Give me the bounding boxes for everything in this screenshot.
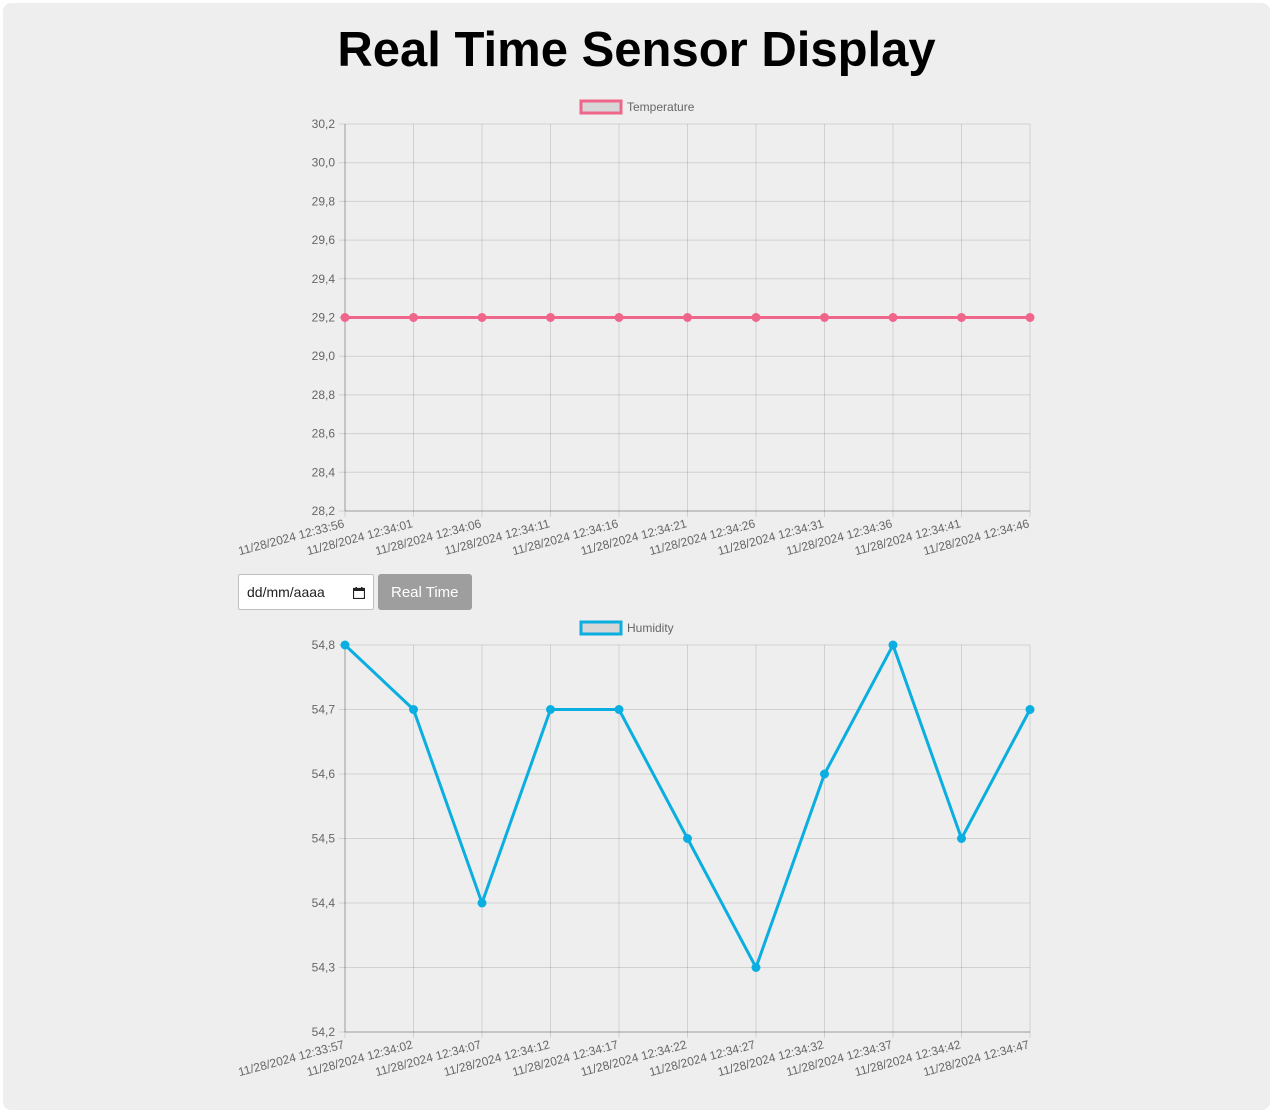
page-panel xyxy=(3,3,1270,1110)
humidity-legend-swatch xyxy=(579,620,623,636)
humidity-data-point[interactable] xyxy=(340,640,350,650)
humidity-data-point[interactable] xyxy=(957,834,966,843)
temperature-chart: Temperature 30,2 30,0 29,8 29,6 29,4 29,2 29,0 2… xyxy=(237,99,1035,558)
temperature-y-tick-label: 29,4 xyxy=(312,272,336,286)
temperature-data-point[interactable] xyxy=(683,313,692,322)
temperature-y-tick-label: 29,6 xyxy=(312,233,336,247)
temperature-y-tick-label: 29,2 xyxy=(312,311,336,325)
temperature-y-tick-label: 30,0 xyxy=(312,156,336,170)
page-title: Real Time Sensor Display xyxy=(337,23,936,77)
temperature-data-point[interactable] xyxy=(477,313,487,322)
humidity-y-tick-label: 54,7 xyxy=(312,703,336,717)
temperature-data-point[interactable] xyxy=(614,313,624,322)
temperature-y-tick-label: 28,2 xyxy=(312,504,336,518)
temperature-data-point[interactable] xyxy=(751,313,761,322)
temperature-data-point[interactable] xyxy=(409,313,418,322)
temperature-y-tick-label: 28,4 xyxy=(312,465,336,479)
humidity-chart: Humidity54,854,754,654,554,454,354,211/2… xyxy=(237,620,1035,1079)
humidity-data-point[interactable] xyxy=(477,898,487,908)
humidity-legend-label: Humidity xyxy=(627,621,674,635)
temperature-data-point[interactable] xyxy=(340,313,350,322)
humidity-data-point[interactable] xyxy=(820,769,829,779)
date-input-placeholder: dd/mm/aaaa xyxy=(247,584,325,600)
humidity-y-tick-label: 54,2 xyxy=(312,1025,336,1039)
humidity-y-tick-label: 54,5 xyxy=(312,832,336,846)
temperature-data-point[interactable] xyxy=(888,313,898,322)
temperature-data-point[interactable] xyxy=(957,313,966,322)
humidity-data-point[interactable] xyxy=(888,640,898,650)
humidity-data-point[interactable] xyxy=(751,963,761,972)
temperature-legend-label: Temperature xyxy=(627,100,695,114)
temperature-y-tick-label: 30,2 xyxy=(312,117,336,131)
humidity-y-tick-label: 54,4 xyxy=(312,896,336,910)
real-time-button[interactable]: Real Time xyxy=(378,574,472,610)
humidity-legend[interactable]: Humidity xyxy=(579,620,674,636)
humidity-y-tick-label: 54,3 xyxy=(312,961,336,975)
humidity-data-point[interactable] xyxy=(409,705,418,714)
temperature-legend[interactable]: Temperature xyxy=(579,99,695,115)
temperature-data-point[interactable] xyxy=(546,313,555,322)
temperature-y-tick-label: 29,0 xyxy=(312,349,336,363)
humidity-data-point[interactable] xyxy=(546,705,555,714)
temperature-data-point[interactable] xyxy=(1025,313,1035,322)
temperature-y-tick-label: 29,8 xyxy=(312,194,336,208)
humidity-data-point[interactable] xyxy=(683,834,692,843)
controls-bar: dd/mm/aaaa Real Time xyxy=(238,574,472,610)
humidity-data-point[interactable] xyxy=(614,705,624,714)
temperature-data-point[interactable] xyxy=(820,313,829,322)
humidity-y-tick-label: 54,6 xyxy=(312,767,336,781)
humidity-data-point[interactable] xyxy=(1025,705,1035,714)
calendar-icon[interactable] xyxy=(352,586,366,600)
date-input[interactable]: dd/mm/aaaa xyxy=(238,574,374,610)
humidity-y-tick-label: 54,8 xyxy=(312,638,336,652)
temperature-legend-swatch xyxy=(579,99,623,115)
temperature-y-tick-label: 28,8 xyxy=(312,388,336,402)
temperature-y-tick-label: 28,6 xyxy=(312,427,336,441)
